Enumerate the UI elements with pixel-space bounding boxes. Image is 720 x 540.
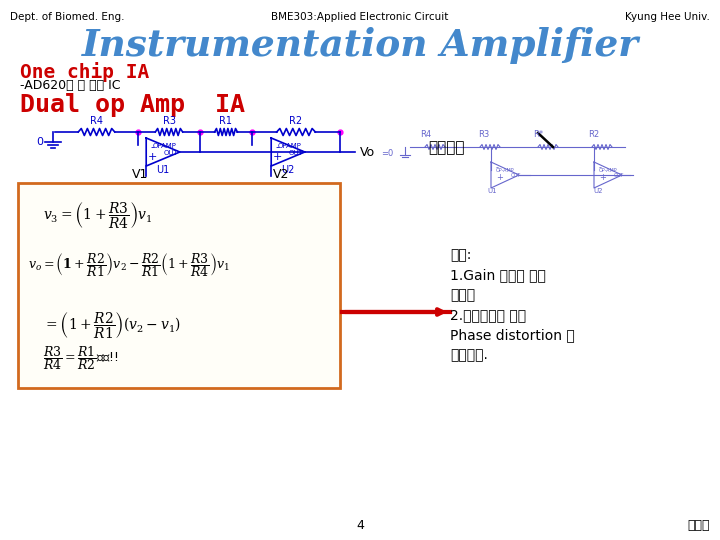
Text: OUT: OUT bbox=[511, 173, 521, 178]
Text: R4: R4 bbox=[90, 116, 103, 126]
Text: +: + bbox=[148, 152, 157, 162]
Text: R3: R3 bbox=[478, 130, 490, 139]
Text: 0: 0 bbox=[37, 137, 43, 147]
Text: -: - bbox=[275, 142, 279, 152]
Text: 1.Gain 바꾸는 것이: 1.Gain 바꾸는 것이 bbox=[450, 268, 546, 282]
Text: OPAMP: OPAMP bbox=[153, 143, 177, 149]
Text: OPAMP: OPAMP bbox=[278, 143, 302, 149]
Text: R2: R2 bbox=[588, 130, 599, 139]
Text: +: + bbox=[273, 152, 282, 162]
Text: OP-AMP: OP-AMP bbox=[495, 168, 514, 173]
Text: R*: R* bbox=[533, 130, 543, 139]
Text: +: + bbox=[599, 173, 606, 182]
Text: V1: V1 bbox=[132, 168, 148, 181]
Text: 단점:: 단점: bbox=[450, 248, 472, 262]
Text: U2: U2 bbox=[282, 165, 294, 175]
Text: U1: U1 bbox=[487, 188, 497, 194]
Text: OUT: OUT bbox=[163, 150, 179, 156]
Text: 4: 4 bbox=[356, 519, 364, 532]
Text: OP-AMP: OP-AMP bbox=[599, 168, 617, 173]
Text: Vo: Vo bbox=[360, 145, 375, 159]
Text: R1: R1 bbox=[220, 116, 233, 126]
Text: Instrumentation Amplifier: Instrumentation Amplifier bbox=[81, 27, 639, 64]
Text: -: - bbox=[496, 163, 499, 172]
Text: $= \left(1 + \dfrac{R2}{R1}\right)(v_2 - v_1)$: $= \left(1 + \dfrac{R2}{R1}\right)(v_2 -… bbox=[43, 311, 181, 341]
Text: Kyung Hee Univ.: Kyung Hee Univ. bbox=[625, 12, 710, 22]
Text: -: - bbox=[150, 142, 154, 152]
Text: 저주파용: 저주파용 bbox=[428, 140, 464, 156]
Text: U2: U2 bbox=[593, 188, 603, 194]
Text: -AD620과 그 계열 IC: -AD620과 그 계열 IC bbox=[20, 79, 120, 92]
Text: BME303:Applied Electronic Circuit: BME303:Applied Electronic Circuit bbox=[271, 12, 449, 22]
Text: Dept. of Biomed. Eng.: Dept. of Biomed. Eng. bbox=[10, 12, 125, 22]
Text: V2: V2 bbox=[273, 168, 289, 181]
Text: Instrumentation Amplifier: Instrumentation Amplifier bbox=[81, 27, 639, 64]
Text: U1: U1 bbox=[156, 165, 170, 175]
Text: 발생한다.: 발생한다. bbox=[450, 348, 488, 362]
Text: $\dfrac{R3}{R4} = \dfrac{R1}{R2}$일때!!: $\dfrac{R3}{R4} = \dfrac{R1}{R2}$일때!! bbox=[43, 344, 119, 372]
Text: 변철민: 변철민 bbox=[688, 519, 710, 532]
Text: Dual op Amp  IA: Dual op Amp IA bbox=[20, 93, 245, 117]
Text: 어렵다: 어렵다 bbox=[450, 288, 475, 302]
Text: One chip IA: One chip IA bbox=[20, 62, 149, 82]
Text: R3: R3 bbox=[163, 116, 176, 126]
Text: OUT: OUT bbox=[614, 173, 624, 178]
Text: $v_o = \left(\mathbf{1} + \dfrac{R2}{R1}\right)v_2 - \dfrac{R2}{R1}\left(1 + \df: $v_o = \left(\mathbf{1} + \dfrac{R2}{R1}… bbox=[28, 251, 230, 279]
Text: +: + bbox=[496, 173, 503, 182]
Text: R2: R2 bbox=[289, 116, 302, 126]
Text: R4: R4 bbox=[420, 130, 431, 139]
Text: -: - bbox=[599, 163, 602, 172]
Text: $v_3 = \left(1 + \dfrac{R3}{R4}\right)v_1$: $v_3 = \left(1 + \dfrac{R3}{R4}\right)v_… bbox=[43, 201, 153, 231]
Text: =0: =0 bbox=[381, 148, 393, 158]
Text: OUT: OUT bbox=[289, 150, 303, 156]
Text: Phase distortion 이: Phase distortion 이 bbox=[450, 328, 575, 342]
Text: 2.통과시간이 달라: 2.통과시간이 달라 bbox=[450, 308, 526, 322]
FancyBboxPatch shape bbox=[18, 183, 340, 388]
